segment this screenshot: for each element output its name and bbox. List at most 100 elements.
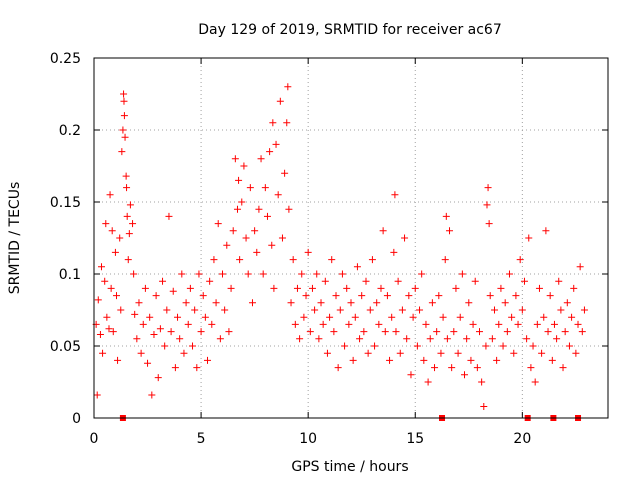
- data-point: [184, 320, 192, 328]
- data-point: [572, 349, 580, 357]
- data-point: [317, 299, 325, 307]
- ticks: 0 5 10 15 20 0 0.05 0.1 0.15 0.2 0.25: [50, 51, 608, 447]
- data-point: [568, 313, 576, 321]
- data-point: [117, 306, 125, 314]
- data-point: [442, 212, 450, 220]
- data-point: [512, 292, 520, 300]
- data-point: [418, 270, 426, 278]
- y-axis-label: SRMTID / TECUs: [7, 182, 23, 295]
- data-point: [343, 284, 351, 292]
- data-point: [510, 349, 518, 357]
- data-point: [311, 306, 319, 314]
- data-point: [426, 335, 434, 343]
- data-point: [555, 277, 563, 285]
- data-point: [263, 212, 271, 220]
- data-point: [109, 328, 117, 336]
- data-point: [210, 256, 218, 264]
- data-point: [398, 306, 406, 314]
- data-point: [578, 328, 586, 336]
- data-point: [431, 364, 439, 372]
- data-point: [137, 349, 145, 357]
- data-point: [219, 270, 226, 278]
- data-point: [302, 292, 310, 300]
- data-point: [120, 90, 128, 98]
- data-point: [121, 133, 129, 141]
- data-point: [323, 349, 331, 357]
- data-point: [174, 313, 182, 321]
- data-point: [482, 342, 490, 350]
- data-point: [197, 328, 205, 336]
- data-point: [103, 313, 111, 321]
- data-point: [148, 391, 156, 399]
- data-point: [229, 227, 237, 235]
- data-point: [223, 241, 231, 249]
- data-point: [225, 328, 233, 336]
- data-point: [563, 299, 571, 307]
- data-point: [473, 364, 481, 372]
- data-point: [193, 364, 201, 372]
- data-point: [227, 284, 235, 292]
- data-point: [156, 325, 164, 333]
- data-point: [212, 299, 220, 307]
- x-tick-label: 5: [197, 431, 206, 447]
- data-point: [559, 364, 567, 372]
- data-point: [456, 313, 464, 321]
- grid: [94, 58, 608, 418]
- data-point: [108, 227, 116, 235]
- data-point: [315, 335, 323, 343]
- data-point: [285, 205, 293, 213]
- data-point: [391, 191, 399, 199]
- data-point: [94, 296, 102, 304]
- data-point: [356, 335, 364, 343]
- data-point: [497, 284, 505, 292]
- data-point: [124, 256, 132, 264]
- data-point: [176, 335, 184, 343]
- data-point: [259, 270, 267, 278]
- data-point: [130, 270, 138, 278]
- data-point: [437, 349, 445, 357]
- data-point: [169, 287, 177, 295]
- data-point: [495, 320, 503, 328]
- data-point: [375, 320, 383, 328]
- y-tick-label: 0.2: [59, 123, 81, 139]
- data-point: [441, 256, 449, 264]
- data-point: [204, 356, 212, 364]
- data-point: [269, 119, 277, 127]
- data-point: [161, 342, 169, 350]
- data-point: [93, 391, 101, 399]
- data-point: [518, 306, 526, 314]
- x-axis-label: GPS time / hours: [291, 459, 408, 475]
- data-point: [538, 349, 546, 357]
- data-point: [246, 184, 254, 192]
- data-point: [413, 342, 421, 350]
- data-point: [433, 328, 441, 336]
- data-point: [125, 230, 133, 238]
- data-point: [338, 270, 346, 278]
- data-point: [366, 306, 374, 314]
- data-point: [469, 320, 477, 328]
- data-point: [123, 212, 131, 220]
- data-point: [463, 335, 471, 343]
- data-point: [235, 176, 243, 184]
- data-point: [542, 227, 550, 235]
- data-point: [405, 292, 413, 300]
- data-point: [388, 313, 396, 321]
- data-point: [144, 359, 152, 367]
- data-point: [238, 198, 246, 206]
- data-point: [261, 184, 269, 192]
- data-point: [439, 313, 447, 321]
- data-point: [424, 378, 432, 386]
- data-point: [527, 364, 535, 372]
- data-point: [308, 284, 316, 292]
- data-point: [272, 140, 280, 148]
- data-point: [540, 313, 548, 321]
- data-point: [101, 277, 109, 285]
- data-point: [377, 284, 385, 292]
- data-point: [544, 328, 552, 336]
- data-point: [131, 310, 139, 318]
- data-point: [244, 270, 252, 278]
- data-point: [120, 97, 128, 105]
- data-point: [484, 184, 492, 192]
- data-point: [248, 299, 256, 307]
- plot-frame: [93, 57, 609, 419]
